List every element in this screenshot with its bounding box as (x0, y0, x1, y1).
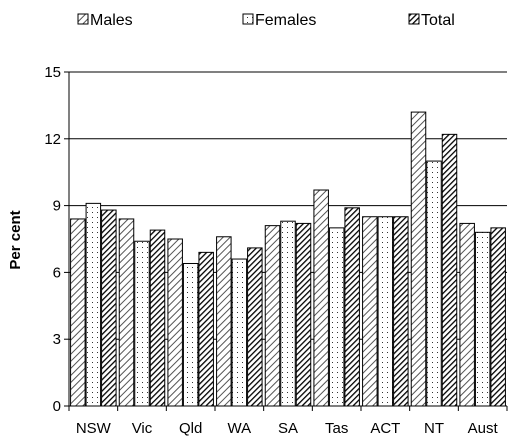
x-tick-label-act: ACT (370, 420, 400, 437)
x-tick-label-nt: NT (424, 420, 444, 437)
bar-males-qld (167, 238, 183, 407)
legend-label-total: Total (421, 12, 455, 29)
bar-total-nsw (101, 209, 117, 407)
bar-total-wa (247, 247, 263, 407)
y-tick-label: 12 (44, 131, 61, 148)
legend-swatch-females (242, 13, 254, 25)
x-tick-label-qld: Qld (179, 420, 202, 437)
bar-females-vic (134, 240, 150, 407)
bar-total-tas (344, 207, 360, 407)
bar-females-wa (231, 258, 248, 407)
bar-females-nt (426, 160, 442, 407)
axes: 0 3 6 9 12 15 NSW Vic Qld WA SA Tas ACT NT Aust (44, 64, 508, 437)
x-tick-label-nsw: NSW (76, 420, 112, 437)
bar-females-qld (182, 262, 199, 407)
x-tick-label-wa: WA (228, 420, 252, 437)
bar-females-tas (328, 227, 345, 407)
bar-females-nsw (85, 202, 102, 407)
legend-swatch-total (408, 13, 420, 25)
bar-males-vic (118, 218, 135, 407)
bar-females-act (377, 216, 394, 407)
bar-males-nt (410, 111, 427, 407)
bar-total-nt (441, 133, 458, 407)
legend-label-males: Males (90, 12, 133, 29)
y-tick-label: 0 (53, 398, 61, 415)
bar-total-aust (490, 227, 506, 407)
x-tick-label-aust: Aust (468, 420, 499, 437)
legend-swatch-males (77, 13, 89, 25)
bars (70, 111, 506, 407)
bar-females-sa (280, 220, 296, 407)
legend: Males Females Total (77, 12, 455, 29)
y-tick-label: 3 (53, 331, 61, 348)
y-tick-label: 6 (53, 264, 61, 281)
bar-males-act (362, 216, 378, 407)
bar-males-aust (459, 222, 475, 407)
bar-total-act (393, 216, 409, 407)
bar-total-qld (198, 251, 214, 407)
bar-females-aust (474, 231, 491, 407)
x-tick-label-tas: Tas (325, 420, 348, 437)
y-tick-label: 9 (53, 198, 61, 215)
bar-males-sa (264, 225, 281, 407)
bar-males-tas (313, 189, 329, 407)
bar-males-nsw (70, 218, 86, 407)
x-tick-label-vic: Vic (132, 420, 153, 437)
y-axis-title: Per cent (7, 210, 24, 269)
bar-total-sa (295, 222, 312, 407)
y-tick-label: 15 (44, 64, 61, 81)
bar-total-vic (149, 229, 166, 407)
legend-label-females: Females (255, 12, 316, 29)
bar-males-wa (216, 236, 232, 407)
x-tick-label-sa: SA (278, 420, 298, 437)
